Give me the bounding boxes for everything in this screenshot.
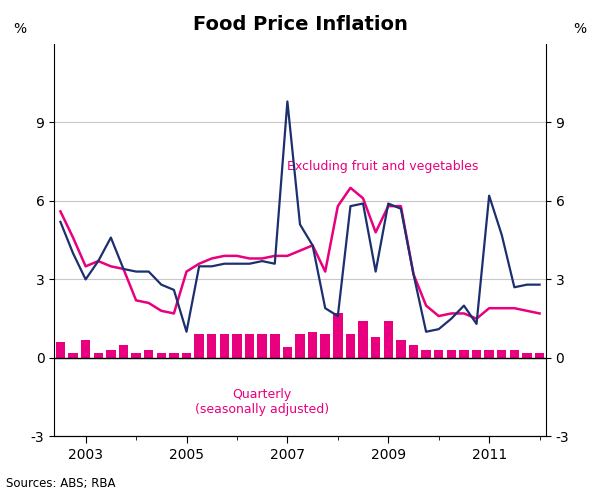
Bar bbox=[333, 313, 343, 358]
Bar bbox=[421, 350, 431, 358]
Bar bbox=[434, 350, 443, 358]
Bar bbox=[409, 345, 418, 358]
Bar bbox=[446, 350, 456, 358]
Bar bbox=[371, 337, 380, 358]
Bar bbox=[106, 350, 116, 358]
Bar bbox=[295, 335, 305, 358]
Bar bbox=[220, 335, 229, 358]
Text: Sources: ABS; RBA: Sources: ABS; RBA bbox=[6, 477, 115, 490]
Bar bbox=[81, 339, 91, 358]
Text: %: % bbox=[574, 22, 587, 36]
Bar bbox=[358, 321, 368, 358]
Text: Excluding fruit and vegetables: Excluding fruit and vegetables bbox=[287, 160, 479, 173]
Bar bbox=[94, 353, 103, 358]
Bar bbox=[459, 350, 469, 358]
Bar bbox=[283, 347, 292, 358]
Bar bbox=[144, 350, 154, 358]
Bar bbox=[119, 345, 128, 358]
Bar bbox=[245, 335, 254, 358]
Bar bbox=[472, 350, 481, 358]
Bar bbox=[396, 339, 406, 358]
Bar bbox=[257, 335, 267, 358]
Bar bbox=[131, 353, 141, 358]
Text: %: % bbox=[13, 22, 26, 36]
Bar bbox=[169, 353, 179, 358]
Bar bbox=[157, 353, 166, 358]
Bar bbox=[207, 335, 217, 358]
Bar bbox=[346, 335, 355, 358]
Bar bbox=[194, 335, 204, 358]
Bar bbox=[56, 342, 65, 358]
Bar bbox=[383, 321, 393, 358]
Bar bbox=[320, 335, 330, 358]
Title: Food Price Inflation: Food Price Inflation bbox=[193, 15, 407, 34]
Bar bbox=[497, 350, 506, 358]
Text: Quarterly
(seasonally adjusted): Quarterly (seasonally adjusted) bbox=[195, 388, 329, 416]
Bar bbox=[535, 353, 544, 358]
Bar bbox=[522, 353, 532, 358]
Bar bbox=[182, 353, 191, 358]
Bar bbox=[509, 350, 519, 358]
Bar bbox=[232, 335, 242, 358]
Bar bbox=[68, 353, 78, 358]
Bar bbox=[308, 332, 317, 358]
Bar bbox=[484, 350, 494, 358]
Bar bbox=[270, 335, 280, 358]
